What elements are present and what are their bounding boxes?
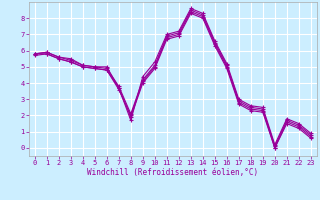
X-axis label: Windchill (Refroidissement éolien,°C): Windchill (Refroidissement éolien,°C) [87,168,258,177]
